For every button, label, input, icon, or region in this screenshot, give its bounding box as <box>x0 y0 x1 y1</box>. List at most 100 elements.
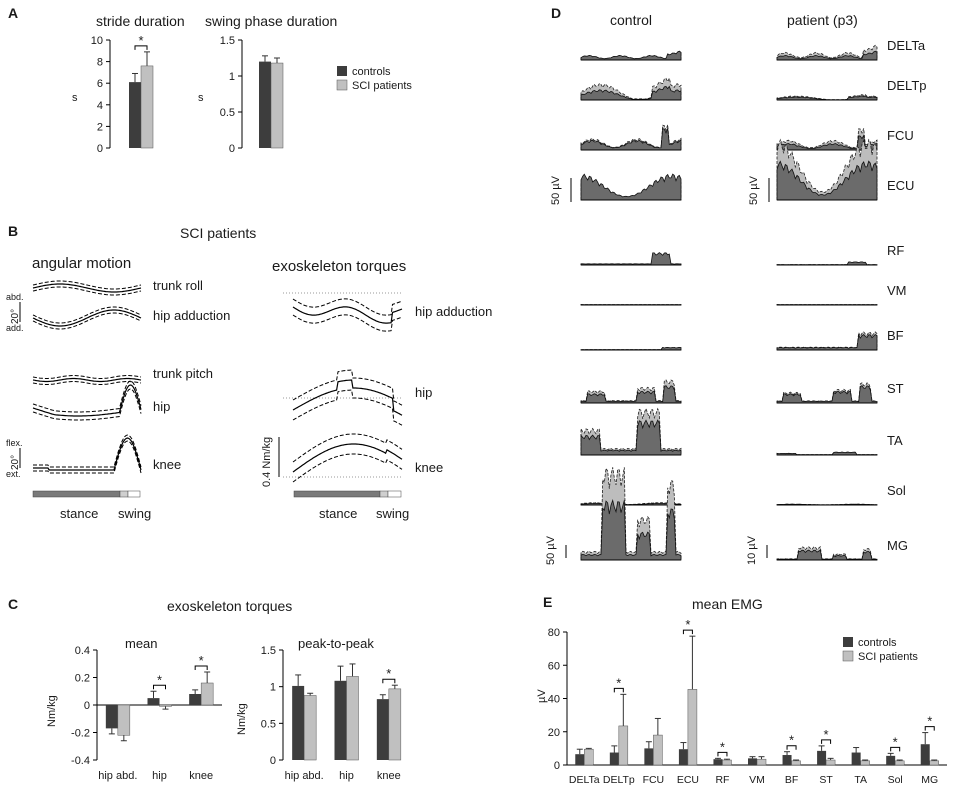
y-tick-label: 1 <box>270 682 276 694</box>
mean-emg-chart: 0 20 40 60 80 DELTa * DELTp FCU * ECU * RF VM * BF * ST TA… <box>548 617 947 785</box>
significance-bracket <box>382 678 396 684</box>
panele-title: mean EMG <box>692 596 763 612</box>
emg-scale-control-upper: 50 µV <box>550 175 562 205</box>
emg-c-4-mean <box>580 252 682 266</box>
emg-scale-patient-upper: 50 µV <box>748 175 760 205</box>
torque-stance-label: stance <box>319 506 357 521</box>
y-tick-label: 0 <box>554 760 560 772</box>
bar-controls <box>129 82 141 148</box>
significance-bracket <box>613 687 624 693</box>
bar-controls <box>147 698 160 705</box>
hip-adduction-sd-upper <box>32 306 142 324</box>
x-tick-label: TA <box>854 774 867 785</box>
panele-ylabel: µV <box>536 689 548 703</box>
emg-control-title: control <box>610 12 652 28</box>
y-tick-label: 8 <box>97 57 103 69</box>
p2p-title: peak-to-peak <box>298 636 374 651</box>
scale-ext-label: ext. <box>6 469 21 479</box>
angular-motion-title: angular motion <box>32 255 131 272</box>
y-tick-label: 0.5 <box>220 107 235 119</box>
emg-c-1-mean <box>580 85 682 101</box>
torque-hip-mean <box>292 379 403 416</box>
stride-bars: 0 2 4 6 8 10 * <box>91 33 154 155</box>
panel-label-d: D <box>551 5 561 21</box>
bar-controls <box>609 752 619 765</box>
angular-stance-label: stance <box>60 506 98 521</box>
y-tick-label: 4 <box>97 100 103 112</box>
mean-torque-chart: -0.4 -0.2 0 0.2 0.4 hip abd. * hip * knee <box>71 645 222 782</box>
panel-label-c: C <box>8 596 18 612</box>
x-tick-label: knee <box>377 770 401 782</box>
legend-e-patients-label: SCI patients <box>858 651 918 663</box>
bar-controls <box>644 748 654 765</box>
trunk-pitch-sd-upper <box>32 375 142 379</box>
y-tick-label: 6 <box>97 78 103 90</box>
trace-label-trunk-pitch: trunk pitch <box>153 366 213 381</box>
bar-patients <box>687 689 698 766</box>
significance-star: * <box>138 33 143 48</box>
legend-patients-swatch <box>336 79 348 91</box>
x-tick-label: BF <box>785 774 798 785</box>
emg-muscle-label: DELTa <box>887 38 926 53</box>
torque-label-hip: hip <box>415 385 432 400</box>
y-tick-label: 1.5 <box>261 645 276 657</box>
bar-controls <box>376 699 389 760</box>
scale-top-value: 20° <box>10 309 21 324</box>
x-tick-label: knee <box>189 770 213 782</box>
bar-patients <box>303 695 317 761</box>
torque-label-knee: knee <box>415 460 443 475</box>
y-tick-label: 0 <box>97 143 103 155</box>
trunk-roll-mean <box>32 283 142 293</box>
swing-ylabel: s <box>198 92 204 104</box>
x-tick-label: hip <box>152 770 167 782</box>
panelb-subtitle: SCI patients <box>180 225 256 241</box>
bar-patients <box>270 62 284 149</box>
hip-mean <box>32 384 142 417</box>
angle-scale-bottom: flex. ext. 20° <box>6 438 23 479</box>
knee-sd-lower <box>33 440 142 474</box>
significance-bracket <box>153 684 166 690</box>
swing-chart-axes: s <box>198 40 243 148</box>
x-tick-label: Sol <box>888 774 903 785</box>
emg-muscle-label: VM <box>887 283 907 298</box>
x-tick-label: ECU <box>677 774 699 785</box>
emg-p-0-mean <box>776 50 878 61</box>
knee-sd-upper <box>33 434 142 468</box>
significance-bracket <box>924 726 935 731</box>
torque-scale-label: 0.4 Nm/kg <box>261 437 273 487</box>
torque-hip-adduction-sd-lower <box>292 314 403 332</box>
bar-controls <box>782 755 792 765</box>
y-tick-label: 0 <box>84 700 90 712</box>
hip-adduction-mean <box>32 309 142 327</box>
angular-phase-bar: stance swing <box>32 490 151 521</box>
emg-muscle-label: Sol <box>887 483 906 498</box>
y-tick-label: 20 <box>548 727 560 739</box>
bar-controls <box>748 758 757 765</box>
emg-muscle-label: RF <box>887 243 904 258</box>
emg-c-3-mean <box>580 173 682 201</box>
emg-p-6-mean <box>776 333 878 351</box>
trace-label-hip-adduction: hip adduction <box>153 308 230 323</box>
bar-patients <box>618 725 629 766</box>
y-tick-label: 10 <box>91 35 103 47</box>
stride-chart-axes: s <box>72 40 111 148</box>
legend-a: controls SCI patients <box>336 66 412 92</box>
bar-controls <box>105 705 118 729</box>
torque-knee-sd-lower <box>292 453 403 483</box>
torque-scale: 0.4 Nm/kg <box>261 437 280 487</box>
legend-e-controls-label: controls <box>858 637 897 649</box>
bar-controls <box>259 61 271 148</box>
torque-knee-sd-upper <box>292 433 403 463</box>
bar-patients <box>894 760 905 766</box>
bar-patients <box>117 704 131 736</box>
x-tick-label: MG <box>921 774 938 785</box>
significance-bracket <box>821 739 832 744</box>
y-tick-label: -0.2 <box>71 728 90 740</box>
emg-scale-patient-lower: 10 µV <box>746 535 758 565</box>
emg-c-0-mean <box>580 50 682 61</box>
emg-muscle-label: BF <box>887 328 904 343</box>
bar-controls <box>678 749 688 765</box>
significance-bracket <box>786 745 797 750</box>
bar-controls <box>817 750 827 765</box>
trunk-roll-sd-upper <box>32 280 142 290</box>
